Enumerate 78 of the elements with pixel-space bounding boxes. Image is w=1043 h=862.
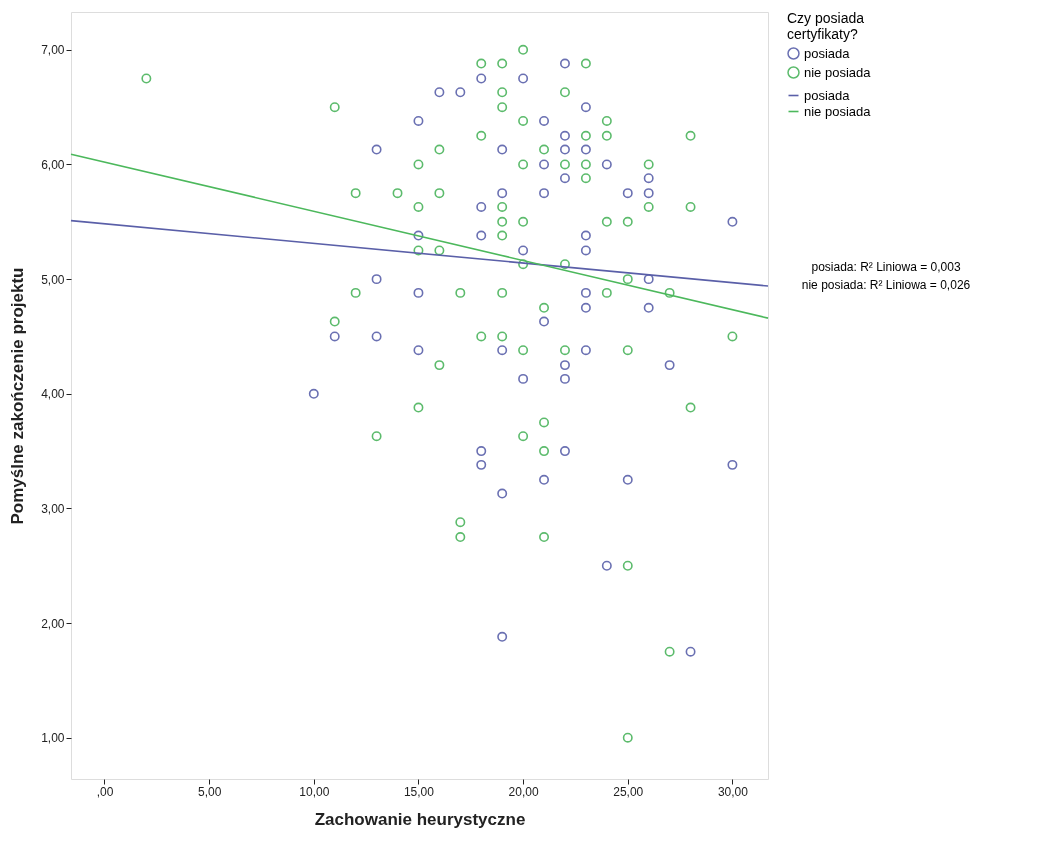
point bbox=[643, 274, 654, 285]
point bbox=[622, 474, 633, 485]
point bbox=[413, 115, 424, 126]
x-tick-label: 20,00 bbox=[508, 784, 539, 799]
point bbox=[580, 245, 591, 256]
point bbox=[539, 316, 550, 327]
point bbox=[413, 230, 424, 241]
point bbox=[664, 360, 675, 371]
point bbox=[497, 631, 508, 642]
point bbox=[497, 144, 508, 155]
point bbox=[601, 560, 612, 571]
point bbox=[539, 115, 550, 126]
point bbox=[601, 159, 612, 170]
x-tick-label: 5,00 bbox=[197, 784, 222, 799]
point bbox=[559, 373, 570, 384]
point bbox=[413, 287, 424, 298]
point bbox=[329, 331, 340, 342]
point bbox=[685, 646, 696, 657]
point bbox=[476, 446, 487, 457]
x-tick-label: 30,00 bbox=[717, 784, 749, 799]
x-axis-title: Zachowanie heurystyczne bbox=[314, 809, 526, 829]
y-tick-label: 1,00 bbox=[41, 731, 65, 746]
point bbox=[476, 73, 487, 84]
point bbox=[371, 274, 382, 285]
point bbox=[413, 345, 424, 356]
y-tick-label: 3,00 bbox=[41, 501, 65, 516]
point bbox=[539, 159, 550, 170]
point bbox=[308, 388, 319, 399]
point bbox=[476, 230, 487, 241]
point bbox=[622, 188, 633, 199]
point bbox=[539, 474, 550, 485]
point bbox=[643, 173, 654, 184]
point bbox=[476, 201, 487, 212]
point bbox=[580, 102, 591, 113]
legend-title: Czy posiada certyfikaty? bbox=[787, 10, 865, 42]
point bbox=[518, 245, 529, 256]
x-tick-label: 10,00 bbox=[299, 784, 330, 799]
point bbox=[559, 360, 570, 371]
text: posiada: R² Liniowa = 0,003 bbox=[811, 260, 961, 274]
point bbox=[497, 488, 508, 499]
point bbox=[518, 73, 529, 84]
y-tick-label: 4,00 bbox=[41, 387, 65, 402]
point bbox=[497, 345, 508, 356]
point bbox=[559, 58, 570, 69]
point bbox=[559, 446, 570, 457]
x-tick-label: 25,00 bbox=[613, 784, 644, 799]
point bbox=[559, 173, 570, 184]
x-tick-label: ,00 bbox=[96, 784, 114, 799]
point bbox=[643, 302, 654, 313]
point bbox=[476, 459, 487, 470]
point bbox=[727, 459, 738, 470]
point bbox=[580, 287, 591, 298]
y-tick-label: 6,00 bbox=[41, 157, 65, 172]
point bbox=[455, 87, 466, 98]
point bbox=[539, 188, 550, 199]
point bbox=[371, 144, 382, 155]
point bbox=[580, 345, 591, 356]
legend-label: posiada bbox=[804, 45, 851, 61]
text: nie posiada: R² Liniowa = 0,026 bbox=[801, 278, 971, 292]
point bbox=[434, 87, 445, 98]
legend-label: posiada bbox=[804, 87, 851, 103]
y-axis-title: Pomyślne zakończenie projektu bbox=[8, 267, 28, 525]
point bbox=[371, 331, 382, 342]
legend-label: nie posiada bbox=[804, 64, 872, 80]
y-tick-label: 5,00 bbox=[41, 272, 65, 287]
point bbox=[559, 144, 570, 155]
point bbox=[643, 188, 654, 199]
point bbox=[727, 216, 738, 227]
point bbox=[580, 230, 591, 241]
point bbox=[518, 373, 529, 384]
y-tick-label: 7,00 bbox=[41, 43, 65, 58]
point bbox=[580, 144, 591, 155]
legend-label: nie posiada bbox=[804, 103, 872, 119]
point bbox=[559, 130, 570, 141]
point bbox=[497, 188, 508, 199]
y-tick-label: 2,00 bbox=[41, 616, 65, 631]
point bbox=[580, 302, 591, 313]
x-tick-label: 15,00 bbox=[403, 784, 435, 799]
